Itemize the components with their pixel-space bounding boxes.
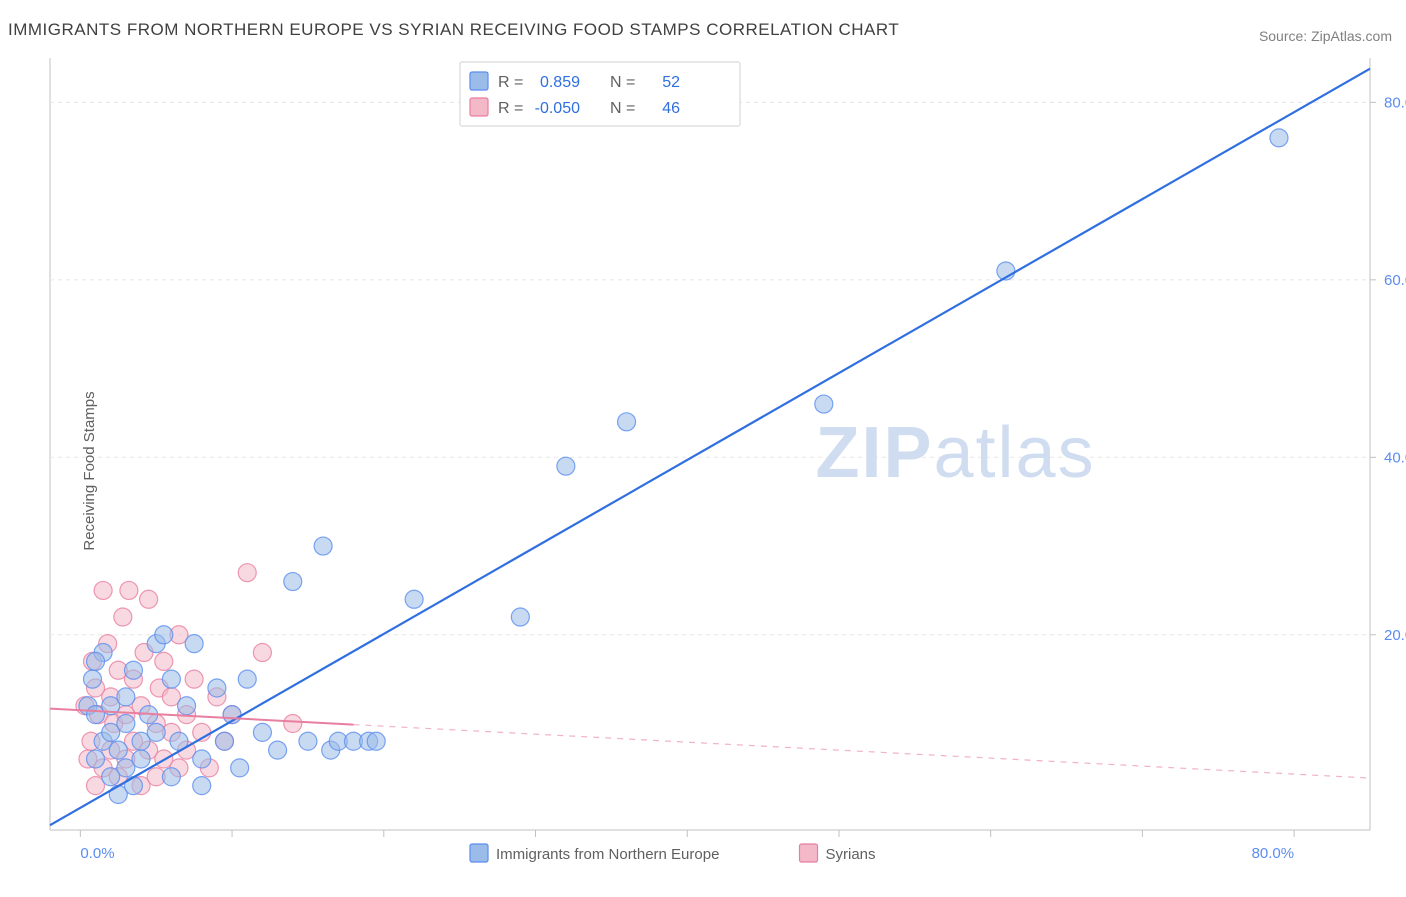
svg-text:40.0%: 40.0% [1384, 449, 1406, 466]
svg-text:N =: N = [610, 100, 635, 117]
svg-text:Immigrants from Northern Europ: Immigrants from Northern Europe [496, 846, 719, 863]
svg-text:Syrians: Syrians [826, 846, 876, 863]
svg-text:52: 52 [662, 74, 680, 91]
svg-text:20.0%: 20.0% [1384, 627, 1406, 644]
source-attribution: Source: ZipAtlas.com [1259, 28, 1392, 44]
svg-text:0.0%: 0.0% [80, 845, 114, 862]
svg-text:-0.050: -0.050 [535, 100, 580, 117]
svg-text:R =: R = [498, 74, 523, 91]
chart-title: IMMIGRANTS FROM NORTHERN EUROPE VS SYRIA… [8, 20, 899, 40]
svg-text:46: 46 [662, 100, 680, 117]
svg-text:80.0%: 80.0% [1252, 845, 1295, 862]
svg-text:R =: R = [498, 100, 523, 117]
y-axis-label: Receiving Food Stamps [81, 391, 98, 550]
svg-text:0.859: 0.859 [540, 74, 580, 91]
source-prefix: Source: [1259, 28, 1311, 44]
scatter-chart: 0.0% 80.0% 20.0% 40.0% 60.0% 80.0% R = 0.859 N =… [0, 50, 1406, 892]
svg-text:60.0%: 60.0% [1384, 272, 1406, 289]
svg-text:N =: N = [610, 74, 635, 91]
svg-text:80.0%: 80.0% [1384, 94, 1406, 111]
chart-container: Receiving Food Stamps ZIPatlas 0.0%80.0%… [0, 50, 1406, 892]
source-link[interactable]: ZipAtlas.com [1311, 28, 1392, 44]
